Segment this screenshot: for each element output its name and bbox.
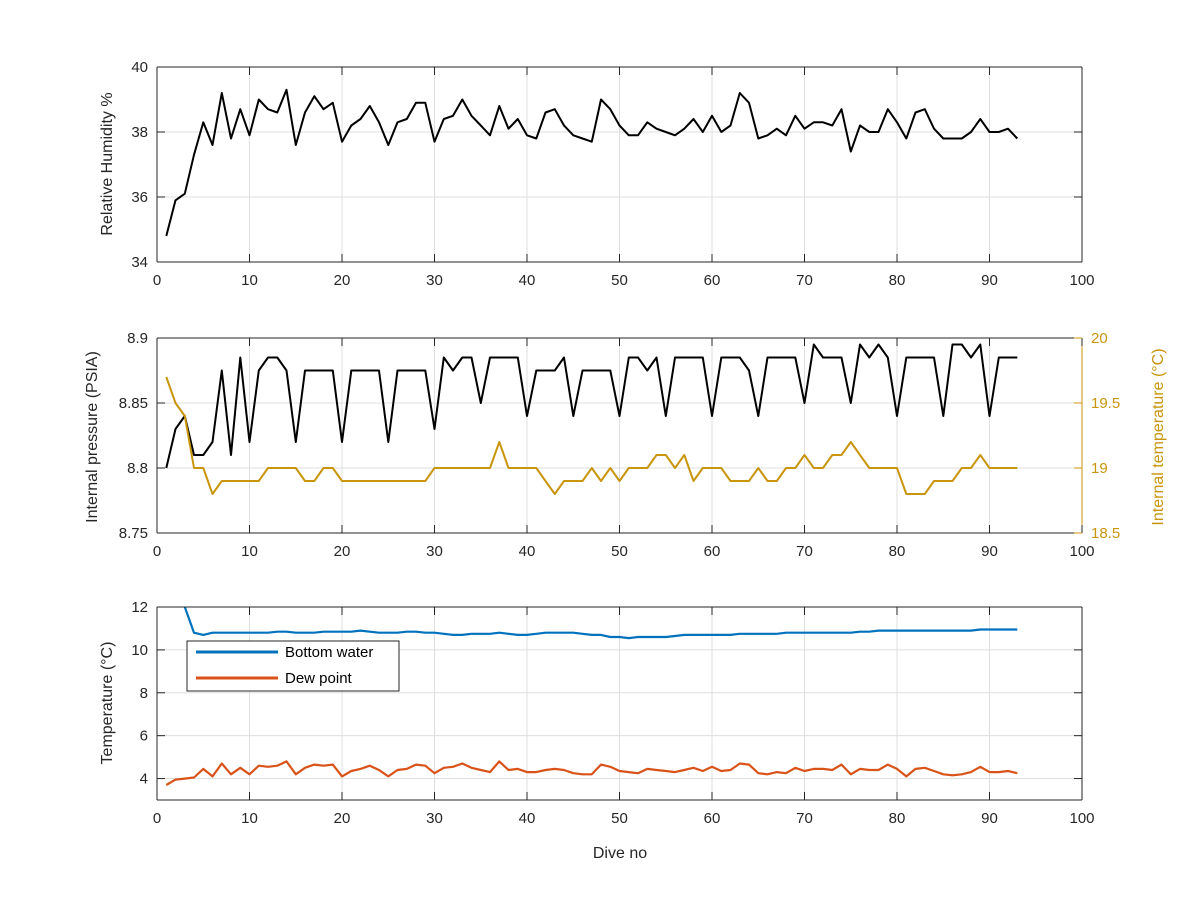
bottom-water-line <box>183 607 1018 640</box>
temperature-ytick-label: 4 <box>140 771 148 788</box>
internal-temperature-line <box>165 376 1018 495</box>
temperature-series-group <box>165 607 1018 786</box>
temperature-ytick-label: 8 <box>140 685 148 702</box>
humidity-xtick-label: 60 <box>704 272 721 289</box>
dew-point-line <box>165 760 1018 786</box>
temperature-xtick-label: 10 <box>241 810 258 827</box>
pressure-xtick-label: 0 <box>153 543 161 560</box>
temperature-xtick-label: 90 <box>981 810 998 827</box>
humidity-xtick-label: 0 <box>153 272 161 289</box>
temperature-xtick-label: 80 <box>889 810 906 827</box>
humidity-xtick-label: 90 <box>981 272 998 289</box>
humidity-xtick-label: 70 <box>796 272 813 289</box>
pressure-ytick-label: 8.8 <box>127 460 148 477</box>
pressure-temperature-panel: 0 10 20 30 40 50 60 70 80 90 100 8.75 8.8 8.85 8.9 18.5… <box>119 330 1120 560</box>
x-axis-label: Dive no <box>593 845 647 862</box>
humidity-xtick-label: 100 <box>1069 272 1094 289</box>
temperature-xtick-label: 40 <box>519 810 536 827</box>
relative-humidity-line <box>165 88 1019 237</box>
pressure-xtick-label: 30 <box>426 543 443 560</box>
internal-temperature-y-label: Internal temperature (°C) <box>1150 348 1167 525</box>
temperature-xtick-label: 100 <box>1069 810 1094 827</box>
pressure-xtick-label: 100 <box>1069 543 1094 560</box>
humidity-ytick-label: 34 <box>131 254 148 271</box>
humidity-xtick-label: 80 <box>889 272 906 289</box>
pressure-y-label: Internal pressure (PSIA) <box>84 351 101 523</box>
temperature-xtick-label: 50 <box>611 810 628 827</box>
legend-label-dew-point: Dew point <box>285 670 353 687</box>
temperature-y-label: Temperature (°C) <box>99 642 116 765</box>
pressure-ytick-right-label: 19.5 <box>1091 395 1120 412</box>
pressure-xtick-label: 10 <box>241 543 258 560</box>
humidity-xtick-label: 10 <box>241 272 258 289</box>
pressure-ytick-label: 8.85 <box>119 395 148 412</box>
humidity-xtick-label: 30 <box>426 272 443 289</box>
legend-label-bottom-water: Bottom water <box>285 644 373 661</box>
temperature-xtick-label: 30 <box>426 810 443 827</box>
temperature-panel: 0 10 20 30 40 50 60 70 80 90 100 4 6 8 10 12 <box>131 599 1094 827</box>
temperature-xtick-label: 20 <box>334 810 351 827</box>
humidity-xtick-label: 20 <box>334 272 351 289</box>
pressure-xtick-label: 60 <box>704 543 721 560</box>
pressure-xtick-label: 70 <box>796 543 813 560</box>
humidity-panel: 0 10 20 30 40 50 60 70 80 90 100 34 36 38 40 <box>131 59 1094 289</box>
pressure-ytick-label: 8.75 <box>119 525 148 542</box>
humidity-ytick-label: 40 <box>131 59 148 76</box>
pressure-series-group <box>165 343 1018 495</box>
pressure-xtick-label: 20 <box>334 543 351 560</box>
temperature-ytick-label: 6 <box>140 728 148 745</box>
pressure-ytick-right-label: 18.5 <box>1091 525 1120 542</box>
temperature-ytick-label: 10 <box>131 642 148 659</box>
temperature-xtick-label: 60 <box>704 810 721 827</box>
pressure-ytick-label: 8.9 <box>127 330 148 347</box>
pressure-xtick-label: 40 <box>519 543 536 560</box>
humidity-ytick-label: 36 <box>131 189 148 206</box>
temperature-ytick-label: 12 <box>131 599 148 616</box>
temperature-xtick-label: 70 <box>796 810 813 827</box>
humidity-y-label: Relative Humidity % <box>99 92 116 235</box>
legend: Bottom water Dew point <box>186 640 400 692</box>
pressure-ytick-right-label: 20 <box>1091 330 1108 347</box>
pressure-xtick-label: 80 <box>889 543 906 560</box>
internal-pressure-line <box>165 343 1018 469</box>
temperature-xtick-label: 0 <box>153 810 161 827</box>
humidity-ytick-label: 38 <box>131 124 148 141</box>
legend-box <box>186 640 400 692</box>
humidity-xtick-label: 40 <box>519 272 536 289</box>
pressure-ytick-right-label: 19 <box>1091 460 1108 477</box>
humidity-xtick-label: 50 <box>611 272 628 289</box>
humidity-series-group <box>165 88 1019 237</box>
pressure-xtick-label: 50 <box>611 543 628 560</box>
pressure-xtick-label: 90 <box>981 543 998 560</box>
